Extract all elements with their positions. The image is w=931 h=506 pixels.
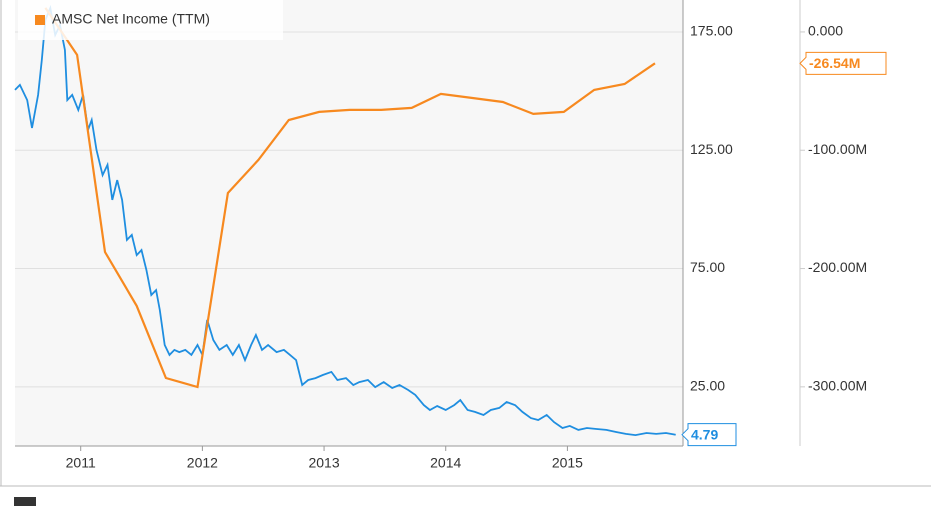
end-label-box — [799, 51, 887, 75]
y-tick-label: 75.00 — [690, 259, 725, 275]
x-tick-label: 2012 — [187, 455, 218, 471]
legend-label: AMSC Net Income (TTM) — [52, 11, 210, 27]
series-line — [14, 4, 676, 437]
logo — [14, 497, 36, 506]
legend-swatch — [35, 15, 45, 25]
y2-tick-label: -200.00M — [808, 259, 867, 275]
y2-tick-label: -300.00M — [808, 378, 867, 394]
legend-box — [18, 0, 283, 40]
x-tick-label: 2014 — [430, 455, 461, 471]
y2-tick-label: 0.000 — [808, 23, 843, 39]
end-label-box — [681, 423, 737, 447]
y-tick-label: 25.00 — [690, 378, 725, 394]
end-label: -26.54M — [809, 55, 860, 71]
y-tick-label: 125.00 — [690, 141, 733, 157]
x-tick-label: 2013 — [308, 455, 339, 471]
series-line — [44, 7, 656, 389]
y-tick-label: 175.00 — [690, 23, 733, 39]
y2-tick-label: -100.00M — [808, 141, 867, 157]
plot-area — [15, 0, 683, 446]
x-tick-label: 2015 — [552, 455, 583, 471]
x-tick-label: 2011 — [66, 455, 96, 471]
end-label: 4.79 — [691, 426, 718, 442]
